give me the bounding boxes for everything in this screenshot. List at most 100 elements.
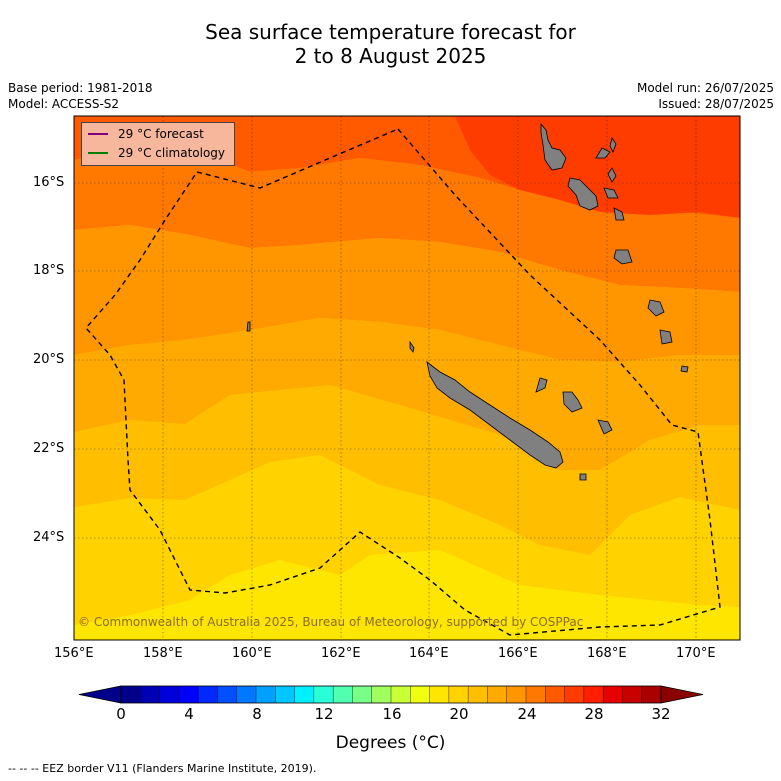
colorbar-tick-0: 0 bbox=[116, 705, 126, 723]
vanuatu-islet-b bbox=[609, 137, 617, 153]
temperature-bands bbox=[74, 116, 740, 640]
colorbar-tick-24: 24 bbox=[517, 705, 537, 723]
colorbar-swatch bbox=[140, 686, 161, 703]
line-swatch-icon bbox=[88, 152, 108, 154]
line-swatch-icon bbox=[88, 133, 108, 135]
colorbar-swatch bbox=[178, 686, 199, 703]
colorbar-swatch bbox=[583, 686, 604, 703]
vanuatu-erromango bbox=[647, 299, 665, 317]
lat-label-16s: 16°S bbox=[33, 175, 65, 190]
colorbar bbox=[78, 685, 704, 704]
colorbar-swatch bbox=[641, 686, 662, 703]
loyalty-mare bbox=[597, 419, 613, 435]
colorbar-tick-4: 4 bbox=[184, 705, 194, 723]
graticule bbox=[74, 116, 740, 640]
band-red-orange bbox=[74, 148, 740, 292]
vanuatu-efate bbox=[613, 249, 633, 265]
lat-label-24s: 24°S bbox=[33, 530, 65, 545]
lat-label-18s: 18°S bbox=[33, 263, 65, 278]
vanuatu-espiritu-santo bbox=[540, 122, 567, 171]
colorbar-swatch bbox=[429, 686, 450, 703]
band-orange bbox=[74, 318, 740, 470]
copyright-text: © Commonwealth of Australia 2025, Bureau… bbox=[78, 615, 583, 629]
model-name: Model: ACCESS-S2 bbox=[8, 97, 120, 111]
legend-climatology-label: 29 °C climatology bbox=[118, 146, 226, 160]
colorbar-tick-32: 32 bbox=[651, 705, 671, 723]
colorbar-swatch bbox=[564, 686, 585, 703]
colorbar-swatch bbox=[468, 686, 488, 703]
vanuatu-islet-c bbox=[603, 187, 619, 199]
colorbar-swatch bbox=[159, 686, 180, 703]
eez-footnote: -- -- -- EEZ border V11 (Flanders Marine… bbox=[8, 762, 317, 775]
map-frame bbox=[73, 115, 741, 641]
colorbar-under-arrow bbox=[78, 685, 122, 704]
eez-border bbox=[85, 128, 721, 636]
lat-label-20s: 20°S bbox=[33, 352, 65, 367]
lat-label-22s: 22°S bbox=[33, 441, 65, 456]
chesterfield-islet bbox=[246, 321, 251, 332]
lon-label-166e: 166°E bbox=[498, 646, 538, 661]
colorbar-swatch bbox=[294, 686, 315, 703]
legend-box: 29 °C forecast 29 °C climatology bbox=[81, 122, 235, 166]
lon-label-170e: 170°E bbox=[676, 646, 716, 661]
colorbar-tick-16: 16 bbox=[382, 705, 402, 723]
issued-date: Issued: 28/07/2025 bbox=[658, 97, 774, 111]
land-masses bbox=[246, 122, 689, 481]
lon-label-158e: 158°E bbox=[143, 646, 183, 661]
colorbar-swatch bbox=[313, 686, 334, 703]
colorbar-swatch bbox=[603, 686, 623, 703]
lon-label-160e: 160°E bbox=[232, 646, 272, 661]
colorbar-swatch bbox=[391, 686, 411, 703]
vanuatu-malekula bbox=[567, 177, 599, 211]
colorbar-tick-12: 12 bbox=[314, 705, 334, 723]
colorbar-tick-28: 28 bbox=[584, 705, 604, 723]
lon-label-156e: 156°E bbox=[54, 646, 94, 661]
colorbar-swatch bbox=[506, 686, 527, 703]
model-run: Model run: 26/07/2025 bbox=[636, 81, 774, 95]
band-light-orange bbox=[74, 385, 740, 555]
colorbar-swatch bbox=[526, 686, 546, 703]
colorbar-swatch bbox=[487, 686, 508, 703]
vanuatu-aneityum bbox=[680, 365, 689, 373]
lon-label-162e: 162°E bbox=[321, 646, 361, 661]
colorbar-swatch bbox=[410, 686, 431, 703]
colorbar-over-arrow bbox=[660, 685, 704, 704]
band-yellow bbox=[74, 550, 740, 640]
colorbar-swatch bbox=[371, 686, 392, 703]
colorbar-swatch bbox=[275, 686, 296, 703]
colorbar-swatch bbox=[333, 686, 353, 703]
legend-climatology: 29 °C climatology bbox=[88, 144, 225, 162]
loyalty-ouvea bbox=[535, 377, 548, 393]
base-period: Base period: 1981-2018 bbox=[8, 81, 153, 95]
band-deep-orange bbox=[74, 225, 740, 362]
legend-forecast: 29 °C forecast bbox=[88, 125, 204, 143]
colorbar-tick-20: 20 bbox=[449, 705, 469, 723]
colorbar-label: Degrees (°C) bbox=[335, 733, 446, 753]
vanuatu-tanna bbox=[659, 329, 673, 345]
legend-forecast-label: 29 °C forecast bbox=[118, 127, 204, 141]
colorbar-swatch bbox=[545, 686, 566, 703]
belep-islet bbox=[409, 340, 415, 353]
lon-label-168e: 168°E bbox=[587, 646, 627, 661]
colorbar-tick-8: 8 bbox=[252, 705, 262, 723]
colorbar-swatch bbox=[236, 686, 257, 703]
new-caledonia-island bbox=[426, 361, 564, 469]
lon-label-164e: 164°E bbox=[409, 646, 449, 661]
loyalty-lifou bbox=[562, 391, 583, 413]
vanuatu-islet-a bbox=[595, 147, 611, 159]
colorbar-swatch bbox=[121, 686, 141, 703]
vanuatu-islet-d bbox=[607, 167, 617, 183]
colorbar-swatch bbox=[622, 686, 643, 703]
band-gold bbox=[74, 455, 740, 625]
chart-title-line1: Sea surface temperature forecast for bbox=[205, 20, 576, 44]
colorbar-swatch bbox=[198, 686, 218, 703]
colorbar-swatch bbox=[256, 686, 276, 703]
chart-title-line2: 2 to 8 August 2025 bbox=[294, 44, 487, 68]
colorbar-frame bbox=[120, 685, 662, 704]
vanuatu-islet-e bbox=[613, 207, 625, 221]
colorbar-swatch bbox=[352, 686, 373, 703]
isle-of-pines bbox=[579, 473, 587, 481]
band-hottest bbox=[440, 116, 740, 218]
colorbar-swatch bbox=[217, 686, 238, 703]
